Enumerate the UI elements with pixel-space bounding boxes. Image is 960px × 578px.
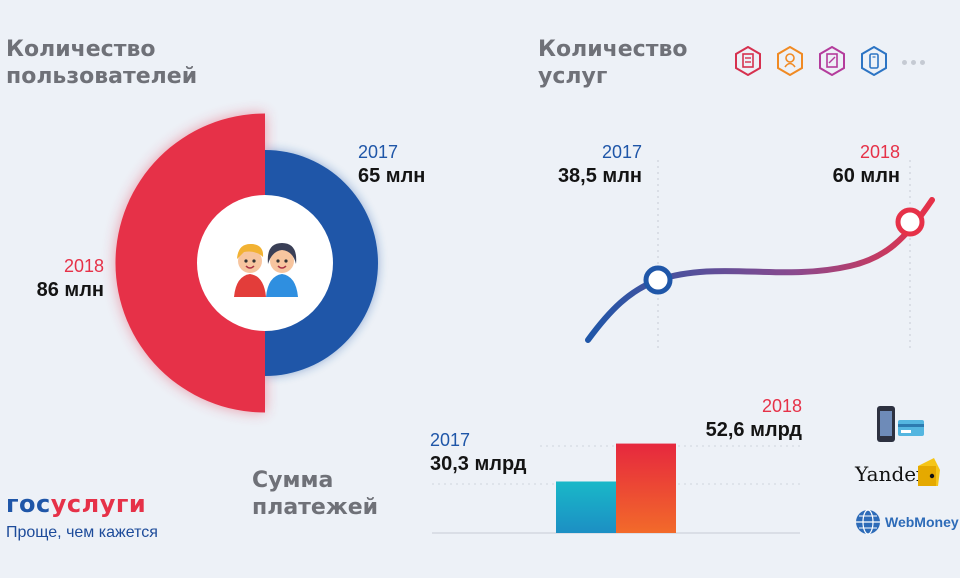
tagline: Проще, чем кажется	[6, 524, 158, 541]
payments-bar-2018	[616, 443, 676, 533]
yandex-text: Yandex	[855, 462, 928, 486]
users-2018-value: 86 млн	[36, 279, 104, 301]
webmoney-globe-icon	[856, 509, 880, 535]
services-point-2017	[643, 265, 673, 295]
services-2018-value: 60 млн	[832, 165, 900, 187]
webmoney-logo: WebMoney	[855, 509, 959, 535]
webmoney-text: WebMoney	[885, 514, 959, 530]
services-title: Количество услуг	[538, 37, 688, 89]
payments-2017-value: 30,3 млрд	[430, 453, 527, 475]
donut-center	[197, 195, 333, 331]
logo-uslugi: услуги	[50, 490, 147, 518]
users-title: Количество пользователей	[6, 37, 198, 89]
more-dots[interactable]	[902, 52, 929, 70]
logo-gos: гос	[6, 490, 51, 518]
baby-icon	[777, 46, 803, 76]
service-icons	[734, 46, 929, 76]
yandex-money-label: Yandex	[855, 462, 927, 486]
payments-2018-year: 2018	[761, 396, 802, 416]
users-2017-year: 2017	[358, 142, 399, 162]
donut-slice-2018	[115, 113, 265, 413]
services-2017-year: 2017	[601, 142, 642, 162]
services-2018-year: 2018	[859, 142, 900, 162]
document-icon	[735, 46, 761, 76]
certificate-icon	[819, 46, 845, 76]
mobile-card-payment-icon	[877, 406, 924, 442]
payments-title: Сумма платежей	[252, 468, 379, 520]
services-point-2018	[895, 207, 925, 237]
users-2017-value: 65 млн	[358, 165, 426, 187]
services-line	[585, 197, 935, 343]
services-2017-value: 38,5 млн	[557, 165, 642, 187]
payments-bar-2017	[556, 481, 616, 533]
users-2018-year: 2018	[63, 256, 104, 276]
gosuslugi-logo[interactable]: госуслуги	[6, 490, 146, 518]
yandex-wallet-icon	[918, 458, 940, 486]
phone-icon	[861, 46, 887, 76]
payments-2017-year: 2017	[430, 430, 471, 450]
payments-2018-value: 52,6 млрд	[705, 419, 802, 441]
users-icon	[234, 243, 298, 297]
